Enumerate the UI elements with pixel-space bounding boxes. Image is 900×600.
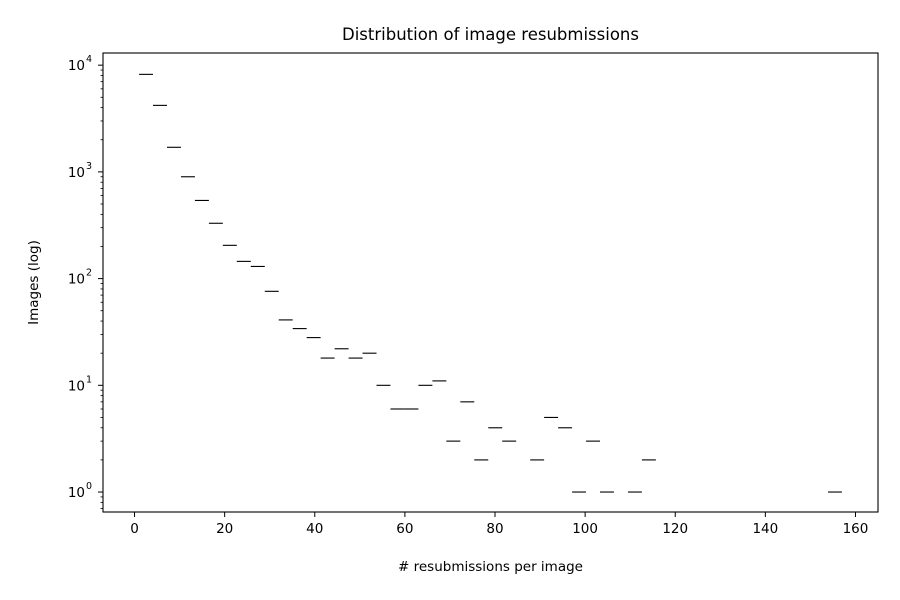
y-tick-label: 10 [68, 485, 85, 501]
x-tick-label: 0 [130, 521, 139, 537]
x-tick-label: 60 [396, 521, 413, 537]
y-tick-label-exponent: 0 [86, 481, 92, 492]
x-tick-label: 100 [572, 521, 598, 537]
y-tick-label-exponent: 2 [86, 268, 92, 279]
y-tick-label: 10 [68, 58, 85, 74]
y-axis-label: Images (log) [26, 240, 42, 325]
x-tick-label: 120 [662, 521, 688, 537]
histogram-marks [139, 73, 842, 493]
chart-title: Distribution of image resubmissions [342, 25, 639, 44]
y-tick-label: 10 [68, 272, 85, 288]
x-tick-label: 80 [486, 521, 503, 537]
y-tick-label: 10 [68, 378, 85, 394]
x-tick-label: 160 [843, 521, 869, 537]
x-axis: 0 20 40 60 80 100 120 140 160 [130, 512, 868, 537]
y-tick-label-exponent: 4 [86, 54, 92, 65]
x-tick-label: 40 [306, 521, 323, 537]
x-tick-label: 140 [752, 521, 778, 537]
plot-area [103, 53, 878, 512]
y-tick-label: 10 [68, 165, 85, 181]
y-tick-label-exponent: 3 [86, 161, 92, 172]
x-axis-label: # resubmissions per image [398, 559, 583, 575]
x-tick-label: 20 [216, 521, 233, 537]
y-tick-label-exponent: 1 [86, 374, 92, 385]
plot-frame [102, 52, 879, 513]
